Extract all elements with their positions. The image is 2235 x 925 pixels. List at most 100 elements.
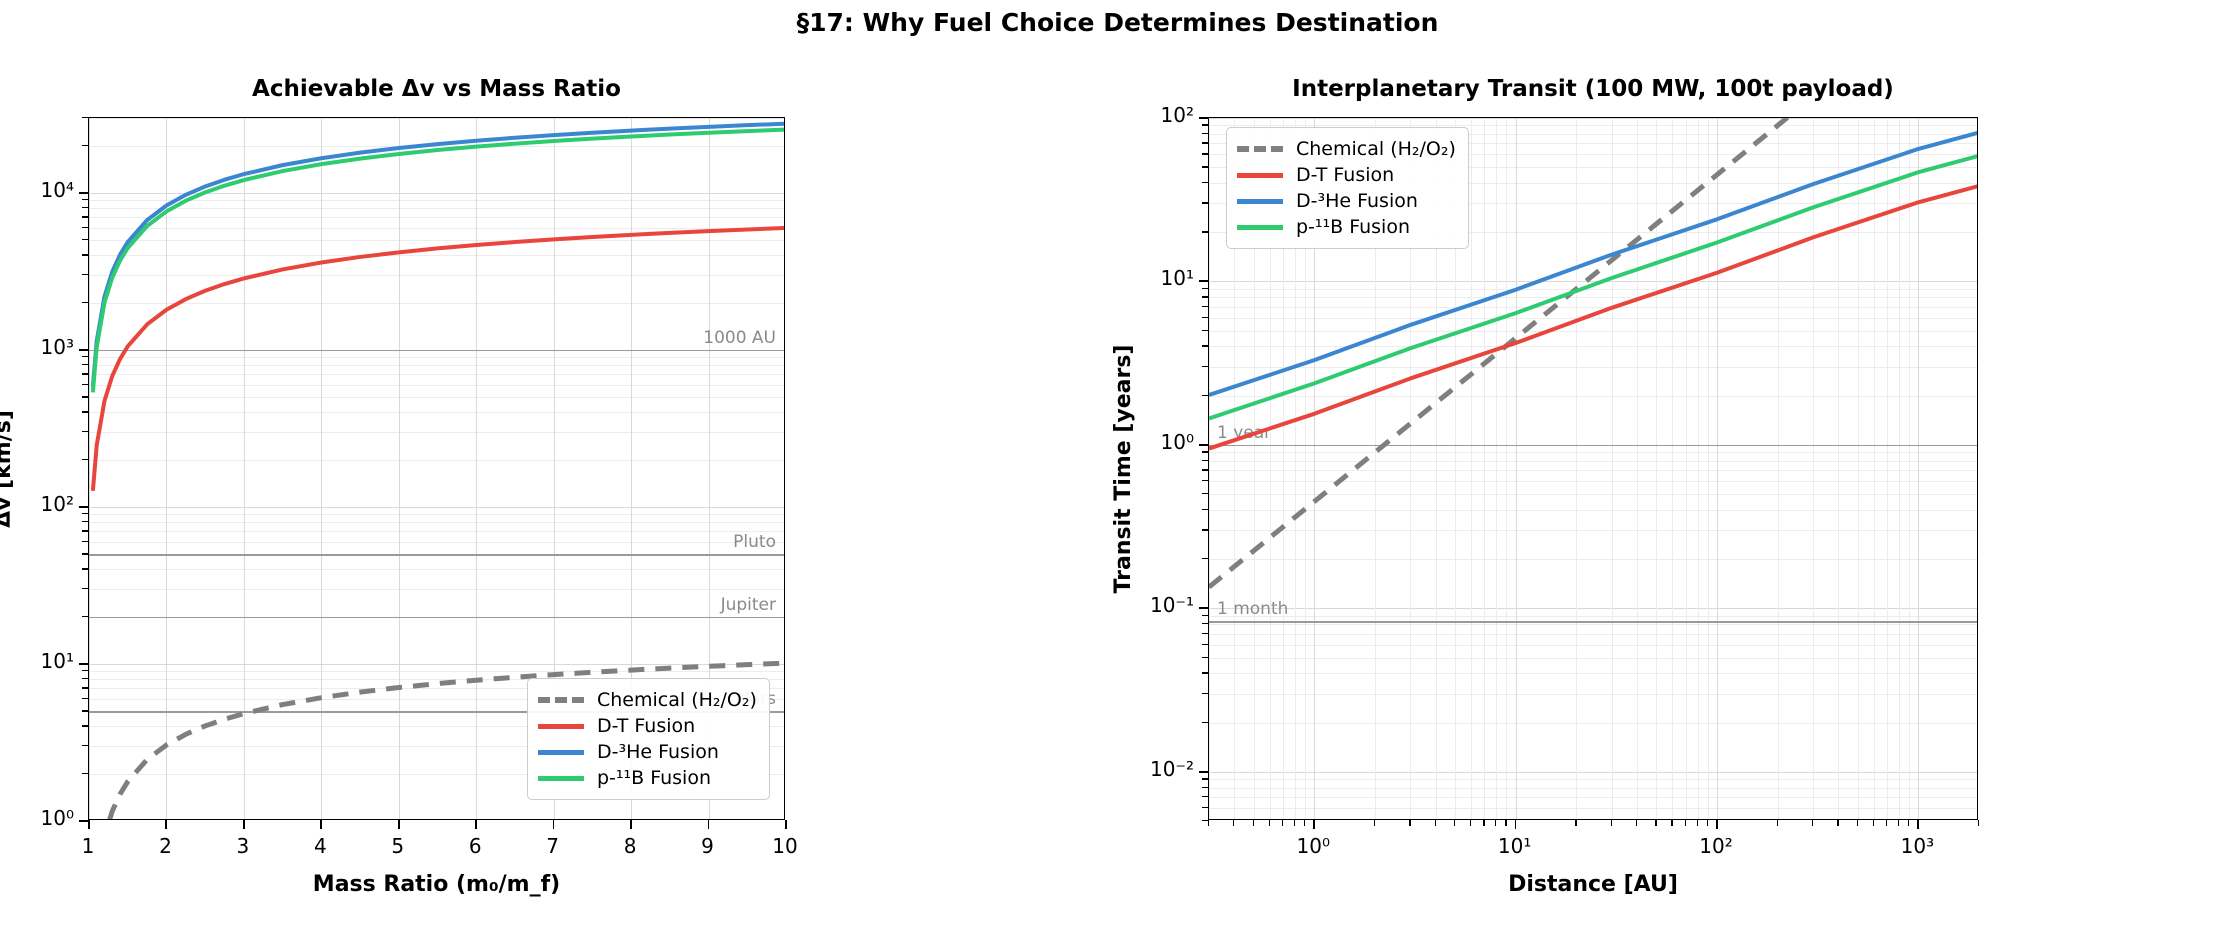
legend-swatch-solid bbox=[1237, 224, 1283, 230]
y-tick-mark bbox=[1202, 305, 1208, 308]
series-line bbox=[90, 121, 784, 387]
y-tick-mark bbox=[82, 678, 88, 680]
series-line bbox=[1209, 130, 1977, 397]
x-tick-label: 6 bbox=[468, 834, 482, 858]
y-tick-mark bbox=[1202, 632, 1208, 634]
gridline-x-minor bbox=[1576, 118, 1578, 819]
gridline-x-minor bbox=[1234, 118, 1236, 819]
gridline-y-minor bbox=[89, 522, 784, 524]
x-tick-label: 1 bbox=[81, 834, 95, 858]
y-tick-mark bbox=[1202, 142, 1208, 144]
y-tick-mark bbox=[1202, 623, 1208, 625]
reference-label: Jupiter bbox=[720, 594, 776, 615]
y-tick-mark bbox=[1202, 459, 1208, 462]
gridline-x-minor bbox=[1672, 118, 1674, 819]
gridline-x-major bbox=[166, 118, 168, 819]
gridline-y-minor bbox=[1209, 624, 1977, 626]
y-tick-mark bbox=[1202, 614, 1208, 617]
gridline-x-major bbox=[89, 118, 90, 819]
gridline-x-minor bbox=[1506, 118, 1508, 819]
right-xaxis-label: Distance [AU] bbox=[1508, 872, 1678, 897]
gridline-y-minor bbox=[89, 773, 784, 775]
x-tick-mark bbox=[1505, 820, 1507, 826]
x-tick-label: 10¹ bbox=[1497, 834, 1532, 858]
x-tick-label: 9 bbox=[701, 834, 714, 858]
legend-item[interactable]: Chemical (H₂/O₂) bbox=[538, 687, 757, 713]
x-tick-mark bbox=[1635, 820, 1638, 826]
y-tick-mark bbox=[82, 373, 88, 375]
gridline-y-minor bbox=[1209, 559, 1977, 561]
legend-item[interactable]: D-T Fusion bbox=[1237, 162, 1456, 188]
x-tick-mark bbox=[88, 820, 90, 829]
gridline-x-major bbox=[476, 118, 478, 819]
x-tick-mark bbox=[1304, 820, 1306, 826]
y-tick-mark bbox=[79, 820, 88, 822]
y-tick-mark bbox=[1202, 287, 1208, 290]
gridline-y-minor bbox=[1209, 470, 1977, 472]
y-tick-mark bbox=[1202, 508, 1208, 511]
y-tick-mark bbox=[82, 144, 88, 146]
gridline-y-minor bbox=[1209, 797, 1977, 799]
gridline-x-minor bbox=[1813, 118, 1815, 819]
legend-item[interactable]: D-T Fusion bbox=[538, 713, 757, 739]
gridline-y-minor bbox=[89, 726, 784, 728]
y-tick-mark bbox=[82, 725, 88, 727]
x-tick-mark bbox=[1978, 820, 1980, 826]
gridline-y-minor bbox=[89, 569, 784, 571]
gridline-x-major bbox=[1515, 118, 1517, 819]
left-xaxis-label: Mass Ratio (m₀/m_f) bbox=[312, 872, 561, 897]
reference-label: 1 year bbox=[1217, 422, 1272, 443]
gridline-x-major bbox=[708, 118, 710, 819]
gridline-y-minor bbox=[89, 208, 784, 210]
series-canvas bbox=[90, 121, 784, 819]
x-tick-mark bbox=[1252, 820, 1254, 826]
legend-label: D-³He Fusion bbox=[597, 741, 719, 763]
gridline-y-minor bbox=[1209, 330, 1977, 332]
gridline-y-minor bbox=[1209, 143, 1977, 145]
y-tick-mark bbox=[82, 431, 88, 433]
x-tick-mark bbox=[1373, 820, 1376, 826]
gridline-y-minor bbox=[89, 302, 784, 304]
gridline-y-minor bbox=[89, 384, 784, 386]
gridline-x-minor bbox=[1305, 118, 1307, 819]
x-tick-label: 7 bbox=[546, 834, 560, 858]
x-tick-label: 10³ bbox=[1900, 834, 1935, 858]
gridline-x-major bbox=[1314, 118, 1316, 819]
gridline-y-minor bbox=[1209, 288, 1977, 290]
legend-item[interactable]: p-¹¹B Fusion bbox=[538, 765, 757, 791]
legend-item[interactable]: D-³He Fusion bbox=[538, 739, 757, 765]
legend-item[interactable]: p-¹¹B Fusion bbox=[1237, 214, 1456, 240]
x-tick-mark bbox=[165, 820, 168, 829]
gridline-y-minor bbox=[1209, 657, 1977, 659]
y-tick-mark bbox=[82, 411, 88, 413]
legend-swatch-solid bbox=[538, 775, 584, 781]
y-tick-mark bbox=[1202, 656, 1208, 658]
gridline-x-major bbox=[553, 118, 555, 819]
legend-item[interactable]: Chemical (H₂/O₂) bbox=[1237, 136, 1456, 162]
gridline-x-minor bbox=[1269, 118, 1271, 819]
gridline-y-minor bbox=[1209, 125, 1977, 127]
x-tick-mark bbox=[1409, 820, 1411, 826]
x-tick-mark bbox=[1454, 820, 1456, 826]
left-legend: Chemical (H₂/O₂) D-T Fusion D-³He Fusion p-… bbox=[527, 678, 770, 800]
gridline-x-minor bbox=[1470, 118, 1472, 819]
x-tick-mark bbox=[1856, 820, 1859, 826]
gridline-y-minor bbox=[1209, 460, 1977, 462]
gridline-y-minor bbox=[89, 698, 784, 700]
gridline-x-minor bbox=[1496, 118, 1498, 819]
gridline-y-minor bbox=[1209, 203, 1977, 205]
gridline-y-minor bbox=[89, 412, 784, 414]
gridline-y-minor bbox=[89, 514, 784, 516]
legend-swatch-dashed bbox=[538, 697, 584, 703]
gridline-y-minor bbox=[1209, 232, 1977, 234]
x-tick-mark bbox=[785, 820, 787, 829]
x-tick-label: 4 bbox=[313, 834, 327, 858]
gridline-y-minor bbox=[89, 275, 784, 277]
y-tick-mark bbox=[1202, 493, 1208, 495]
right-yaxis-label: Transit Time [years] bbox=[1111, 344, 1136, 593]
gridline-y-minor bbox=[1209, 494, 1977, 496]
gridline-y-major bbox=[1209, 771, 1977, 773]
legend-item[interactable]: D-³He Fusion bbox=[1237, 188, 1456, 214]
gridline-x-minor bbox=[1410, 118, 1412, 819]
x-tick-mark bbox=[1671, 820, 1673, 826]
